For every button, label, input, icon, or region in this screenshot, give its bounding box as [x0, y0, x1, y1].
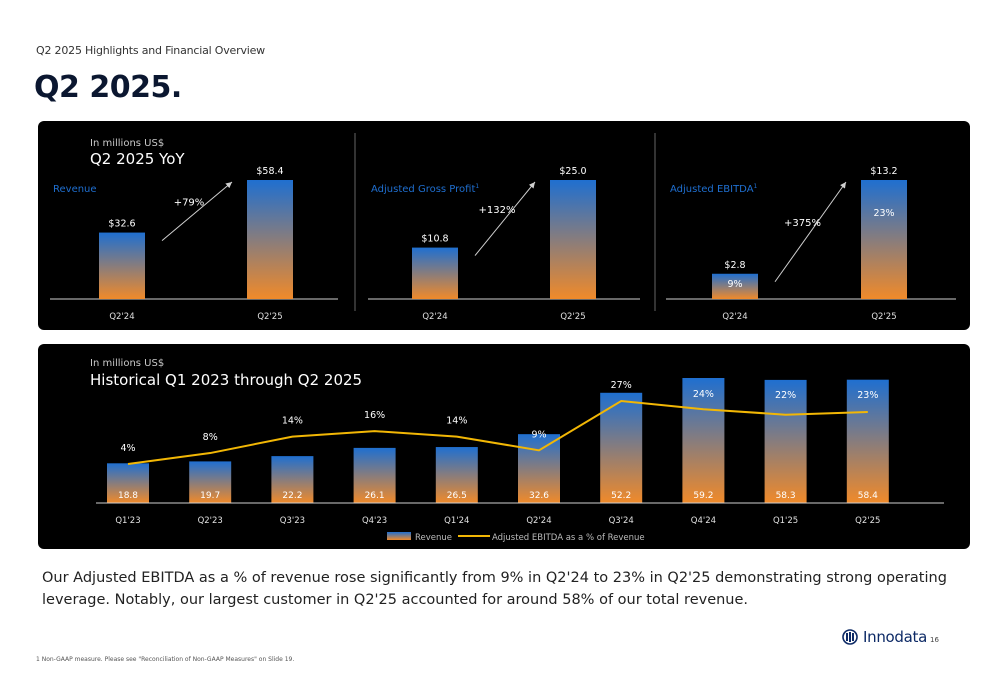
- bar: [412, 248, 458, 299]
- growth-arrow: [475, 182, 535, 256]
- margin-label: 23%: [873, 208, 894, 219]
- revenue-value-label: 58.3: [776, 491, 796, 501]
- ebitda-pct-label: 14%: [282, 416, 303, 427]
- yoy-title: Q2 2025 YoY: [90, 150, 185, 168]
- ebitda-pct-label: 8%: [203, 432, 218, 443]
- category-label: Q1'25: [773, 516, 798, 526]
- legend-revenue-label: Revenue: [415, 533, 452, 543]
- category-label: Q2'24: [109, 312, 134, 322]
- ebitda-pct-label: 27%: [611, 380, 632, 391]
- category-label: Q2'25: [560, 312, 585, 322]
- category-label: Q2'24: [722, 312, 747, 322]
- value-label: $13.2: [870, 166, 897, 177]
- growth-label: +79%: [174, 197, 205, 208]
- supertitle: Q2 2025 Highlights and Financial Overvie…: [36, 44, 265, 57]
- category-label: Q2'24: [526, 516, 551, 526]
- revenue-value-label: 18.8: [118, 491, 138, 501]
- ebitda-pct-label: 16%: [364, 410, 385, 421]
- logo-text: Innodata: [863, 628, 927, 646]
- revenue-value-label: 52.2: [611, 491, 631, 501]
- hist-title: Historical Q1 2023 through Q2 2025: [90, 371, 362, 389]
- summary-caption: Our Adjusted EBITDA as a % of revenue ro…: [42, 567, 972, 611]
- historical-chart: In millions US$ Historical Q1 2023 throug…: [38, 344, 970, 549]
- ebitda-pct-label: 4%: [120, 443, 135, 454]
- company-logo: Innodata: [842, 628, 927, 646]
- revenue-value-label: 32.6: [529, 491, 549, 501]
- chart-title: Adjusted Gross Profit1: [371, 183, 479, 195]
- category-label: Q2'23: [198, 516, 223, 526]
- legend-ebitda-label: Adjusted EBITDA as a % of Revenue: [492, 533, 645, 543]
- revenue-value-label: 26.5: [447, 491, 467, 501]
- ebitda-pct-label: 23%: [857, 390, 878, 401]
- value-label: $58.4: [256, 166, 283, 177]
- growth-label: +375%: [784, 218, 821, 229]
- revenue-value-label: 22.2: [282, 491, 302, 501]
- ebitda-pct-label: 9%: [531, 429, 546, 440]
- ebitda-pct-label: 22%: [775, 390, 796, 401]
- value-label: $32.6: [108, 219, 135, 230]
- ebitda-pct-line: [128, 401, 868, 464]
- bar: [99, 233, 145, 299]
- bar: [550, 180, 596, 299]
- category-label: Q2'25: [871, 312, 896, 322]
- revenue-value-label: 19.7: [200, 491, 220, 501]
- growth-arrow: [162, 182, 232, 241]
- innodata-logo-icon: [842, 629, 858, 645]
- value-label: $2.8: [724, 260, 745, 271]
- ebitda-pct-label: 14%: [446, 416, 467, 427]
- growth-arrow: [775, 182, 846, 282]
- yoy-charts: In millions US$Q2 2025 YoY Revenue $32.6 Q2…: [38, 121, 970, 330]
- value-label: $25.0: [559, 166, 586, 177]
- category-label: Q1'24: [444, 516, 469, 526]
- category-label: Q4'24: [691, 516, 716, 526]
- chart-title: Adjusted EBITDA1: [670, 183, 758, 195]
- page-title: Q2 2025.: [34, 70, 182, 105]
- historical-panel: In millions US$ Historical Q1 2023 throug…: [38, 344, 970, 549]
- legend-revenue-swatch: [387, 532, 411, 540]
- value-label: $10.8: [421, 234, 448, 245]
- category-label: Q2'25: [855, 516, 880, 526]
- bar: [861, 180, 907, 299]
- margin-label: 9%: [727, 279, 742, 290]
- bar: [247, 180, 293, 299]
- category-label: Q2'25: [257, 312, 282, 322]
- chart-title: Revenue: [53, 184, 97, 195]
- hist-unit-label: In millions US$: [90, 358, 164, 369]
- category-label: Q2'24: [422, 312, 447, 322]
- category-label: Q3'24: [609, 516, 634, 526]
- ebitda-pct-label: 24%: [693, 389, 714, 400]
- revenue-value-label: 59.2: [693, 491, 713, 501]
- yoy-unit-label: In millions US$: [90, 138, 164, 149]
- yoy-panel: In millions US$ Q2 2025 YoY Revenue $32.6 Q2…: [38, 121, 970, 330]
- category-label: Q1'23: [115, 516, 140, 526]
- footnote: 1 Non-GAAP measure. Please see "Reconcil…: [36, 656, 294, 663]
- revenue-value-label: 58.4: [858, 491, 878, 501]
- growth-label: +132%: [479, 205, 516, 216]
- category-label: Q4'23: [362, 516, 387, 526]
- page-number: 16: [930, 636, 939, 644]
- revenue-value-label: 26.1: [365, 491, 385, 501]
- category-label: Q3'23: [280, 516, 305, 526]
